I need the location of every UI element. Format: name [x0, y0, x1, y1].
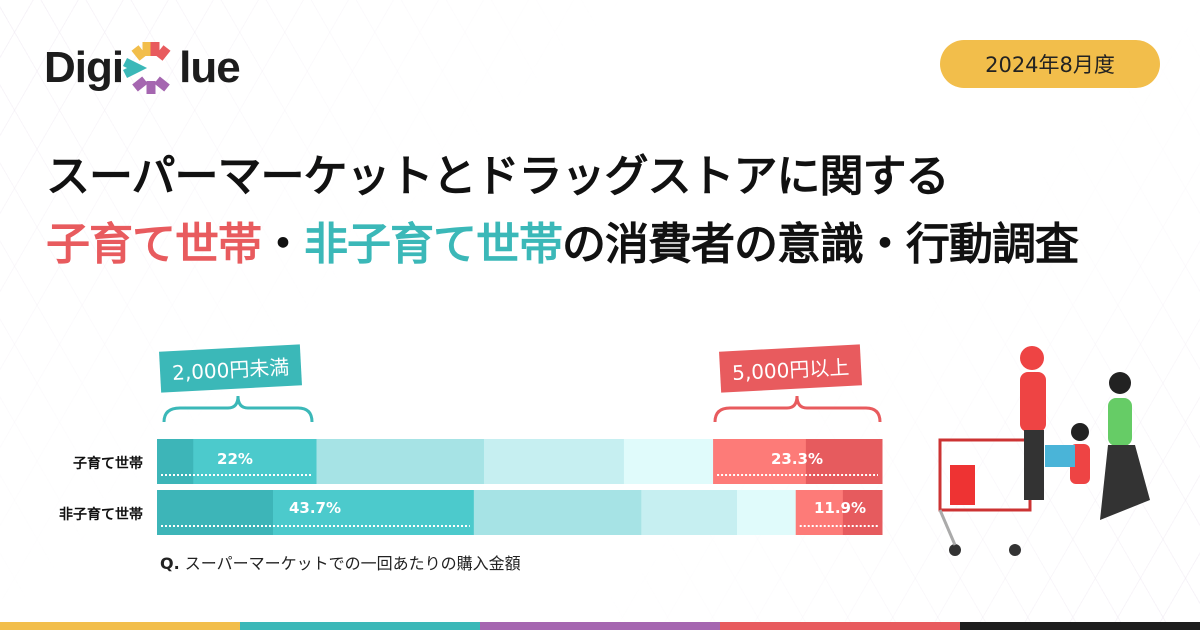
bar-segment: [623, 439, 714, 484]
shopping-family-illustration: [938, 346, 1150, 556]
logo-mark-icon: [123, 42, 171, 94]
stripe-yellow: [0, 622, 240, 630]
bar-segment: [193, 439, 317, 484]
bar-segment: [316, 439, 485, 484]
brace-low: [162, 395, 314, 423]
stripe-red: [720, 622, 960, 630]
logo-text-left: Digi: [44, 43, 124, 92]
bar-segment: [641, 490, 738, 535]
data-label: 43.7%: [289, 499, 341, 517]
title-nonchild-households: 非子育て世帯: [304, 219, 563, 270]
stripe-purple: [480, 622, 720, 630]
bar-segment: [795, 490, 844, 535]
bar-segment: [473, 490, 642, 535]
chart-caption: Q. スーパーマーケットでの一回あたりの購入金額: [160, 550, 521, 574]
title-line2: 子育て世帯・非子育て世帯の消費者の意識・行動調査: [46, 208, 1079, 272]
stripe-black: [960, 622, 1200, 630]
data-label: 11.9%: [814, 499, 866, 517]
bar-segment: [737, 490, 797, 535]
data-label: 22%: [217, 450, 253, 468]
caption-q: Q.: [160, 554, 180, 573]
bar-segment: [805, 439, 883, 484]
logo-text-right: lue: [179, 43, 241, 92]
title-rest: の消費者の意識・行動調査: [562, 219, 1079, 270]
bar-segment: [157, 490, 274, 535]
bar-segment: [273, 490, 475, 535]
title-child-households: 子育て世帯: [46, 219, 262, 270]
category-label: 非子育て世帯: [59, 506, 143, 523]
digiclue-logo: Digi lue: [44, 40, 241, 96]
caption-text: スーパーマーケットでの一回あたりの購入金額: [184, 554, 521, 573]
bar-segment: [842, 490, 883, 535]
title-separator: ・: [261, 219, 305, 270]
category-label: 子育て世帯: [73, 455, 143, 472]
bar-segment: [483, 439, 625, 484]
bar-segment: [157, 439, 194, 484]
bar-segment: [713, 439, 807, 484]
title-line1: スーパーマーケットとドラッグストアに関する: [46, 151, 950, 202]
data-label: 23.3%: [771, 450, 823, 468]
date-badge: 2024年8月度: [940, 40, 1160, 88]
stripe-teal: [240, 622, 480, 630]
brace-high: [713, 395, 882, 423]
